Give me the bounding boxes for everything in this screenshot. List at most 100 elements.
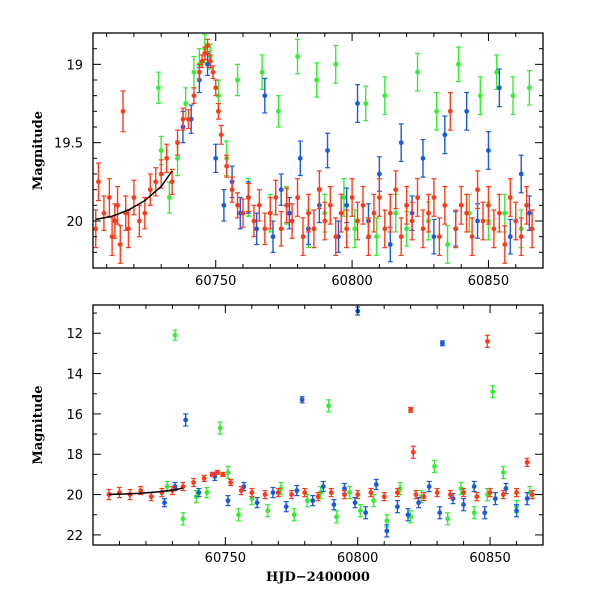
- bottom-panel: 60750 60800 60850 12 14 16 18 20 22 Magnitude HJ…: [31, 304, 544, 585]
- data-point: [437, 506, 443, 520]
- point-marker: [510, 93, 516, 99]
- point-marker: [186, 116, 191, 122]
- point-marker: [471, 510, 477, 516]
- data-point: [496, 193, 502, 233]
- point-marker: [490, 389, 496, 395]
- point-marker: [331, 502, 337, 508]
- point-marker: [180, 516, 186, 522]
- point-marker: [115, 202, 120, 208]
- point-marker: [437, 510, 443, 516]
- point-marker: [320, 484, 326, 489]
- point-marker: [409, 218, 415, 224]
- data-point: [210, 65, 216, 80]
- point-marker: [175, 140, 180, 146]
- point-marker: [120, 108, 126, 114]
- data-point: [374, 217, 380, 257]
- point-marker: [458, 202, 464, 208]
- data-point: [426, 480, 432, 493]
- series-0: [164, 329, 533, 528]
- point-marker: [513, 218, 519, 224]
- data-point: [480, 201, 486, 241]
- point-marker: [153, 179, 159, 185]
- data-point: [191, 55, 197, 89]
- data-point: [180, 512, 186, 526]
- point-marker: [486, 148, 491, 153]
- data-point: [327, 185, 333, 225]
- data-point: [213, 79, 219, 97]
- data-point: [341, 489, 347, 500]
- point-marker: [395, 504, 400, 510]
- data-point: [518, 154, 524, 194]
- bottom-panel-y-axis-label: Magnitude: [31, 385, 46, 464]
- data-point: [529, 489, 535, 500]
- data-point: [373, 478, 379, 491]
- point-marker: [278, 226, 284, 232]
- point-marker: [315, 494, 321, 499]
- data-point: [169, 168, 175, 195]
- bottom-panel-points: [106, 306, 535, 538]
- point-marker: [456, 61, 461, 67]
- point-marker: [434, 490, 440, 495]
- data-point: [510, 76, 516, 116]
- data-point: [291, 508, 297, 522]
- point-marker: [363, 101, 369, 106]
- data-point: [507, 218, 513, 255]
- point-marker: [461, 490, 466, 495]
- point-marker: [209, 472, 215, 477]
- point-marker: [387, 210, 393, 216]
- data-point: [235, 63, 241, 97]
- top-panel-points: [93, 33, 535, 264]
- data-point: [294, 484, 300, 497]
- point-marker: [487, 490, 493, 495]
- point-marker: [191, 69, 197, 75]
- point-marker: [371, 210, 377, 216]
- data-point: [254, 497, 260, 509]
- point-marker: [352, 226, 358, 232]
- data-point: [420, 138, 426, 178]
- point-marker: [207, 58, 213, 64]
- data-point: [496, 68, 502, 108]
- point-marker: [289, 218, 295, 224]
- point-marker: [193, 494, 199, 499]
- data-point: [360, 185, 366, 225]
- point-marker: [220, 472, 226, 477]
- data-point: [442, 185, 448, 225]
- point-marker: [138, 488, 144, 493]
- data-point: [278, 211, 284, 247]
- data-point: [368, 487, 374, 498]
- data-point: [213, 143, 219, 174]
- data-point: [410, 445, 416, 459]
- point-marker: [316, 187, 322, 193]
- point-marker: [382, 226, 388, 232]
- data-point: [217, 421, 223, 435]
- point-marker: [507, 234, 513, 240]
- point-marker: [338, 210, 344, 216]
- data-point: [408, 406, 414, 413]
- point-marker: [297, 155, 303, 161]
- point-marker: [276, 108, 281, 114]
- point-marker: [450, 496, 456, 502]
- data-point: [302, 487, 308, 498]
- point-marker: [357, 508, 363, 514]
- point-marker: [300, 234, 306, 240]
- point-marker: [229, 187, 235, 193]
- point-marker: [172, 332, 178, 338]
- point-marker: [397, 486, 403, 491]
- point-marker: [464, 210, 470, 216]
- data-point: [393, 170, 399, 210]
- point-marker: [283, 504, 289, 510]
- data-point: [458, 185, 464, 225]
- data-point: [421, 491, 427, 502]
- point-marker: [416, 500, 421, 506]
- data-point: [300, 217, 306, 257]
- point-marker: [431, 234, 437, 240]
- data-point: [365, 217, 371, 257]
- data-point: [529, 209, 535, 249]
- point-marker: [415, 69, 420, 75]
- data-point: [325, 132, 331, 169]
- point-marker: [228, 480, 234, 485]
- data-point: [461, 487, 467, 498]
- top-panel-frame: [92, 32, 544, 269]
- y-tick-label: 20: [66, 215, 83, 230]
- bottom-panel-frame: [92, 304, 544, 546]
